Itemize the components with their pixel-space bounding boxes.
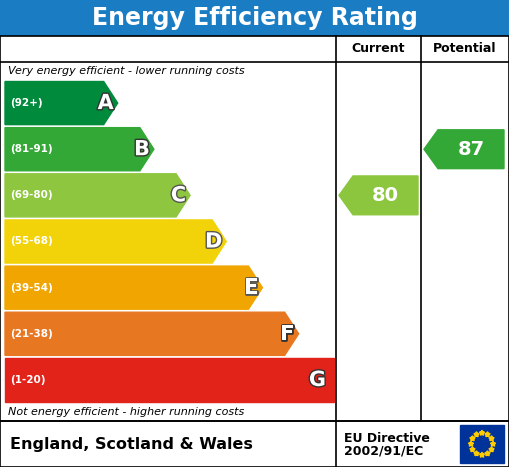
Text: England, Scotland & Wales: England, Scotland & Wales xyxy=(10,437,253,452)
Text: C: C xyxy=(171,185,186,205)
Text: 80: 80 xyxy=(372,186,399,205)
Text: Potential: Potential xyxy=(433,42,497,56)
Text: (1-20): (1-20) xyxy=(10,375,45,385)
Text: 87: 87 xyxy=(458,140,485,159)
Text: A: A xyxy=(98,93,114,113)
Text: EU Directive: EU Directive xyxy=(344,432,430,446)
Polygon shape xyxy=(490,441,496,446)
Text: (92+): (92+) xyxy=(10,98,43,108)
Polygon shape xyxy=(5,220,227,263)
Bar xyxy=(0,36,509,421)
Text: E: E xyxy=(244,278,259,297)
Polygon shape xyxy=(474,432,479,437)
Polygon shape xyxy=(474,451,479,456)
Polygon shape xyxy=(489,447,494,452)
Text: (69-80): (69-80) xyxy=(10,191,52,200)
Bar xyxy=(460,425,504,463)
Polygon shape xyxy=(479,452,485,457)
Text: (21-38): (21-38) xyxy=(10,329,53,339)
Polygon shape xyxy=(339,176,418,215)
Polygon shape xyxy=(5,82,118,125)
Polygon shape xyxy=(470,447,475,452)
Polygon shape xyxy=(5,174,190,217)
Polygon shape xyxy=(5,127,154,171)
Bar xyxy=(0,0,509,36)
Polygon shape xyxy=(5,266,263,309)
Polygon shape xyxy=(424,130,504,169)
Text: B: B xyxy=(134,139,150,159)
Text: (39-54): (39-54) xyxy=(10,283,53,293)
Polygon shape xyxy=(479,430,485,435)
Polygon shape xyxy=(5,358,334,402)
Bar xyxy=(0,421,509,467)
Text: (55-68): (55-68) xyxy=(10,236,53,247)
Text: 2002/91/EC: 2002/91/EC xyxy=(344,445,423,458)
Polygon shape xyxy=(5,312,299,355)
Text: (81-91): (81-91) xyxy=(10,144,52,154)
Polygon shape xyxy=(485,451,490,456)
Polygon shape xyxy=(485,432,490,437)
Text: Energy Efficiency Rating: Energy Efficiency Rating xyxy=(92,6,417,30)
Polygon shape xyxy=(468,441,474,446)
Text: G: G xyxy=(309,370,326,390)
Text: F: F xyxy=(280,324,295,344)
Polygon shape xyxy=(489,436,494,441)
Text: Very energy efficient - lower running costs: Very energy efficient - lower running co… xyxy=(8,66,245,76)
Polygon shape xyxy=(470,436,475,441)
Text: D: D xyxy=(205,232,222,252)
Text: Current: Current xyxy=(352,42,405,56)
Text: Not energy efficient - higher running costs: Not energy efficient - higher running co… xyxy=(8,407,244,417)
